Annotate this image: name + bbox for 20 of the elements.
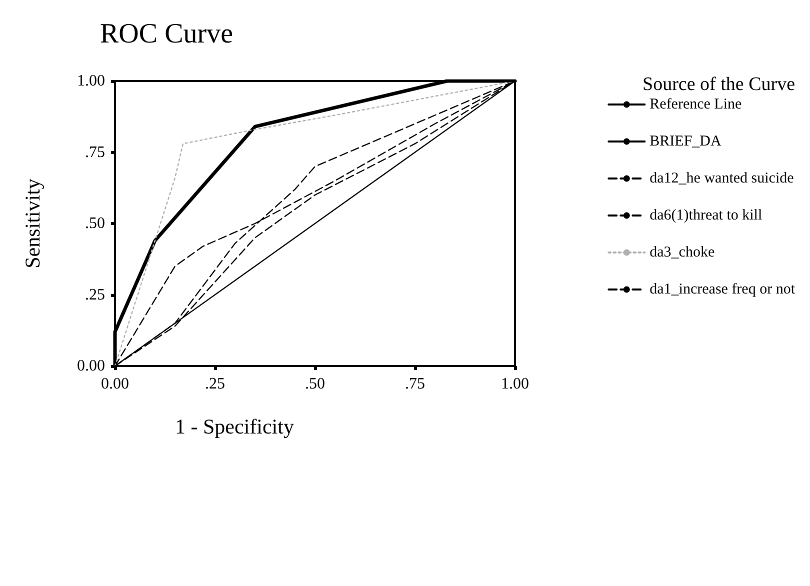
legend-label: BRIEF_DA [650,134,722,150]
legend-title: Source of the Curve [642,74,795,95]
y-tick-label: .50 [85,215,105,232]
y-tick-label: .25 [85,286,105,304]
chart-title: ROC Curve [100,18,233,50]
legend-label: Reference Line [650,96,742,112]
y-tick-label: .75 [85,144,105,161]
legend-label: da3_choke [650,244,715,260]
y-tick-label: 1.00 [77,72,105,90]
x-tick-label: .75 [405,376,425,392]
x-tick-label: 1.00 [501,376,529,392]
x-axis-title: 1 - Specificity [175,414,294,438]
legend-label: da12_he wanted suicide [650,170,794,186]
y-axis-title: Sensitivity [20,178,44,268]
legend-label: da1_increase freq or not [650,282,796,298]
x-tick-label: .25 [205,376,225,392]
x-tick-label: 0.00 [101,376,129,392]
y-tick-label: 0.00 [77,358,105,374]
x-tick-label: .50 [305,376,325,392]
legend-label: da6(1)threat to kill [650,208,762,224]
